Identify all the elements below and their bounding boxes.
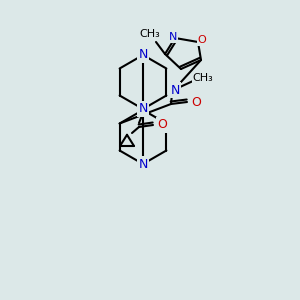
Text: N: N <box>138 103 148 116</box>
Text: CH₃: CH₃ <box>193 73 213 83</box>
Text: N: N <box>138 49 148 62</box>
Text: CH₃: CH₃ <box>140 29 160 39</box>
Text: N: N <box>170 83 180 97</box>
Text: O: O <box>191 95 201 109</box>
Text: O: O <box>157 118 167 131</box>
Text: O: O <box>198 35 206 45</box>
Text: N: N <box>169 32 177 42</box>
Text: N: N <box>138 158 148 170</box>
